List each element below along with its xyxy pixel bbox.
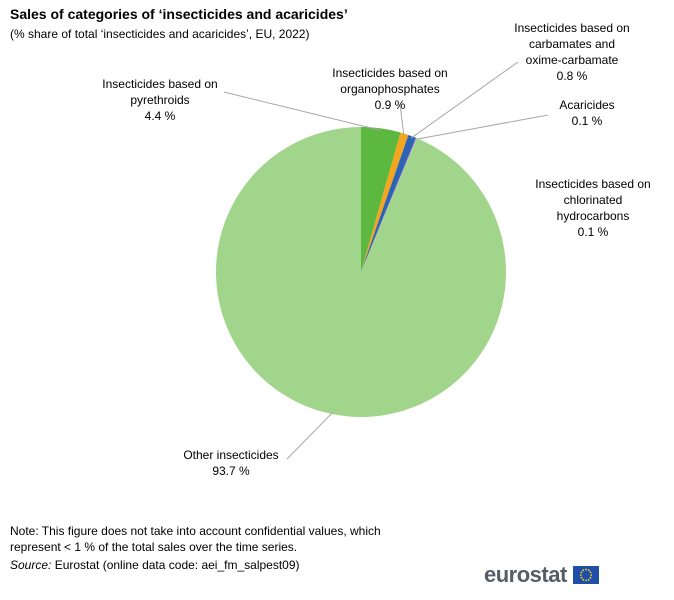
slice-name: Acaricides <box>559 98 614 112</box>
slice-name: oxime-carbamate <box>526 53 619 67</box>
eu-flag-icon <box>572 566 599 584</box>
pie-slice <box>361 137 417 272</box>
slice-name: Other insecticides <box>183 448 278 462</box>
slice-name: chlorinated <box>564 193 623 207</box>
slice-label: Insecticides based on chlorinated hydrocar… <box>535 177 650 239</box>
slice-name: Insecticides based on <box>514 21 629 35</box>
leader-line <box>223 91 381 131</box>
slice-label: Other insecticides 93.7 % <box>183 448 278 478</box>
slice-label: Insecticides based on carbamates and oxime… <box>514 21 629 83</box>
chart-source: Source: Eurostat (online data code: aei_… <box>10 558 300 572</box>
pie-slice <box>216 127 507 417</box>
slice-name: Insecticides based on <box>102 77 217 91</box>
slice-name: hydrocarbons <box>557 209 630 223</box>
chart-title: Sales of categories of ‘insecticides and… <box>10 6 348 22</box>
slice-value: 0.1 % <box>572 114 603 128</box>
pie-chart: Insecticides based on pyrethroids 4.4 %Ins… <box>102 21 650 478</box>
slice-value: 0.1 % <box>578 225 609 239</box>
pie-slice <box>361 127 401 272</box>
slice-name: Insecticides based on <box>332 66 447 80</box>
chart-subtitle: (% share of total ‘insecticides and acar… <box>10 27 310 41</box>
slice-value: 0.9 % <box>375 98 406 112</box>
pie-slice <box>361 132 409 272</box>
slice-name: organophosphates <box>340 82 439 96</box>
slice-name: Insecticides based on <box>535 177 650 191</box>
slice-value: 0.8 % <box>557 69 588 83</box>
chart-note: Note: This figure does not take into acc… <box>10 524 381 554</box>
leader-line <box>414 114 549 141</box>
source-text: Eurostat (online data code: aei_fm_salpe… <box>51 558 300 572</box>
source-label: Source: <box>10 558 52 572</box>
slice-label: Insecticides based on organophosphates 0.9… <box>332 66 447 112</box>
slice-label: Acaricides 0.1 % <box>559 98 614 128</box>
slice-value: 93.7 % <box>212 464 250 478</box>
slice-name: carbamates and <box>529 37 615 51</box>
logo-text: eurostat <box>484 562 567 587</box>
leader-line <box>286 411 334 460</box>
slice-name: pyrethroids <box>130 93 189 107</box>
eurostat-logo: eurostat <box>484 562 599 588</box>
pie-slice <box>361 134 416 272</box>
leader-line <box>399 103 405 136</box>
slice-value: 4.4 % <box>145 109 176 123</box>
slice-label: Insecticides based on pyrethroids 4.4 % <box>102 77 217 123</box>
pie-slice <box>361 137 417 272</box>
leader-line <box>410 61 519 139</box>
